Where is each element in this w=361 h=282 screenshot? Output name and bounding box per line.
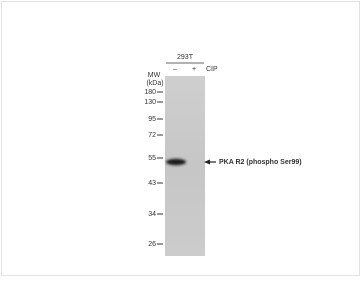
cell-line-label: 293T	[177, 54, 194, 61]
treatment-label: –	[173, 66, 177, 73]
treatment-name: CIP	[206, 66, 218, 73]
mw-marker-label: 95	[148, 116, 156, 123]
mw-marker-label: 55	[148, 155, 156, 162]
mw-marker-label: 43	[148, 180, 156, 187]
blot-membrane	[165, 76, 205, 256]
page: 293T – + CIP MW (kDa) PKA R2 (phospho Se…	[0, 0, 361, 277]
western-blot-figure: 293T – + CIP MW (kDa) PKA R2 (phospho Se…	[0, 0, 361, 277]
mw-marker-label: 72	[148, 132, 156, 139]
mw-label: MW	[148, 72, 161, 79]
treatment-label: +	[192, 66, 196, 73]
mw-marker-label: 34	[148, 211, 156, 218]
mw-marker-label: 26	[148, 241, 156, 248]
protein-band	[166, 159, 186, 165]
mw-unit: (kDa)	[146, 80, 163, 87]
mw-marker-label: 180	[144, 89, 156, 96]
band-label: PKA R2 (phospho Ser99)	[219, 159, 302, 166]
mw-marker-label: 130	[144, 99, 156, 106]
